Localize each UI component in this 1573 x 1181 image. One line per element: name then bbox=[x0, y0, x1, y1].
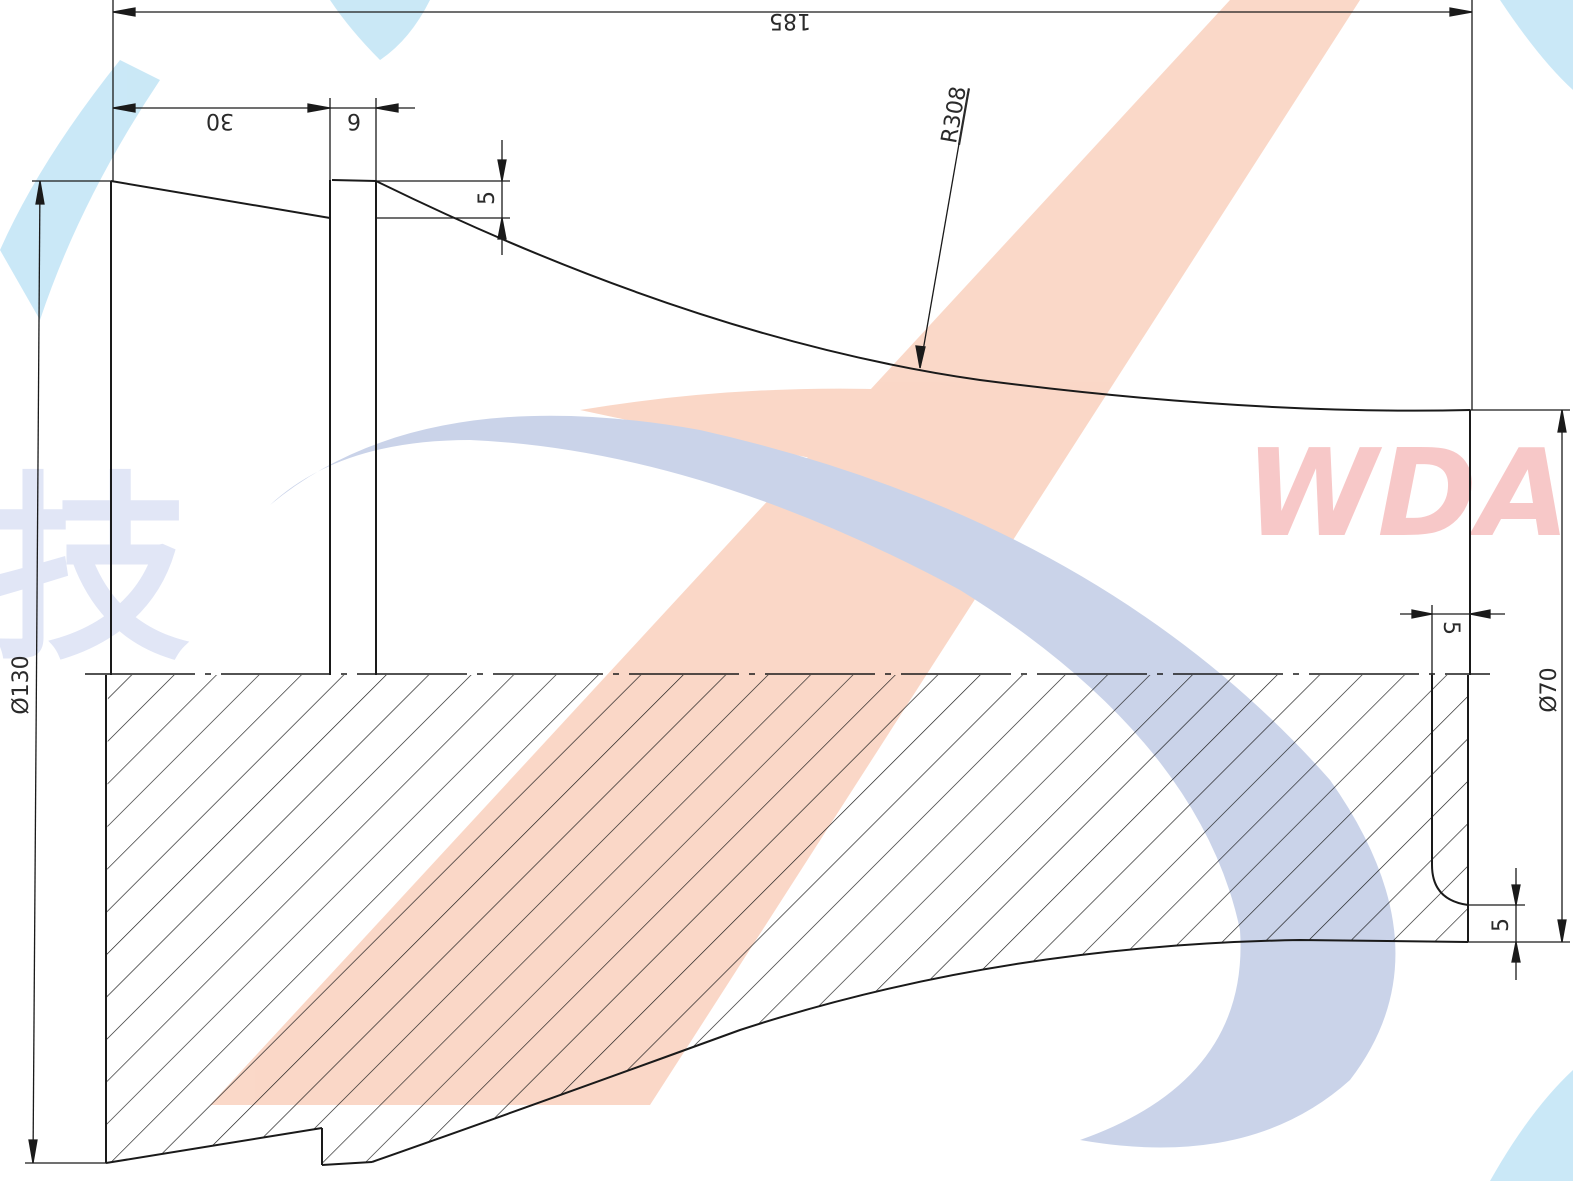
dim-d130-arrow-top bbox=[35, 180, 45, 205]
dim-6-arrow bbox=[375, 103, 399, 113]
dim-30-label: 30 bbox=[206, 108, 234, 133]
arc-upper-profile bbox=[375, 180, 1471, 412]
dim-30-arrow-right bbox=[307, 103, 331, 113]
flange-taper-top bbox=[110, 180, 331, 219]
dim-d130-arrow-bottom bbox=[28, 1139, 38, 1164]
dim-d70-arrow-bottom bbox=[1557, 919, 1567, 943]
notch-bottom bbox=[321, 1161, 373, 1166]
watermark-orange-wing bbox=[580, 388, 945, 470]
flange-taper-bottom bbox=[105, 1127, 323, 1164]
dim-185-label: 185 bbox=[769, 8, 811, 33]
dim-end-offset-label: 5 bbox=[1438, 621, 1463, 635]
dim-d70-label: Ø70 bbox=[1537, 667, 1562, 712]
watermark-cyan-arc-bottom bbox=[1490, 1070, 1573, 1181]
dim-step-arrow-bottom bbox=[497, 217, 507, 240]
watermark-cyan-arc-left bbox=[0, 60, 160, 320]
dim-d130-line bbox=[32, 180, 41, 1164]
watermark-logo-text: WDA bbox=[1245, 425, 1570, 564]
dim-d70-arrow-top bbox=[1557, 409, 1567, 433]
dim-fillet-arrow-top bbox=[1511, 884, 1521, 906]
dim-end-offset-arrow-right bbox=[1469, 609, 1491, 619]
watermark-cyan-arc-right bbox=[1500, 0, 1573, 90]
arc-lower-profile bbox=[371, 938, 1469, 1163]
watermark-blue-swoosh bbox=[270, 415, 1396, 1148]
dim-185-arrow-right bbox=[1449, 7, 1473, 17]
watermark-side-glyph: 技 bbox=[0, 455, 190, 688]
dim-r308-label: R308 bbox=[937, 85, 972, 146]
dimension-lines bbox=[25, 0, 1570, 1164]
dim-fillet-arrow-bottom bbox=[1511, 941, 1521, 963]
part-outline bbox=[105, 179, 1471, 1166]
dim-6-label: 6 bbox=[347, 108, 361, 133]
dim-30-arrow-left bbox=[112, 103, 136, 113]
groove-top bbox=[331, 179, 377, 182]
bore-relief bbox=[1431, 675, 1469, 906]
dim-d130-label: Ø130 bbox=[9, 655, 34, 714]
dim-185-arrow-left bbox=[112, 7, 136, 17]
dim-r308-arrow bbox=[915, 345, 926, 369]
dim-fillet-label: 5 bbox=[1489, 918, 1514, 932]
watermark-cyan-top bbox=[330, 0, 430, 60]
dim-step-label: 5 bbox=[475, 191, 500, 205]
dim-end-offset-arrow-left bbox=[1411, 609, 1433, 619]
dim-step-arrow-top bbox=[497, 159, 507, 182]
dim-r308-leader bbox=[919, 91, 969, 369]
